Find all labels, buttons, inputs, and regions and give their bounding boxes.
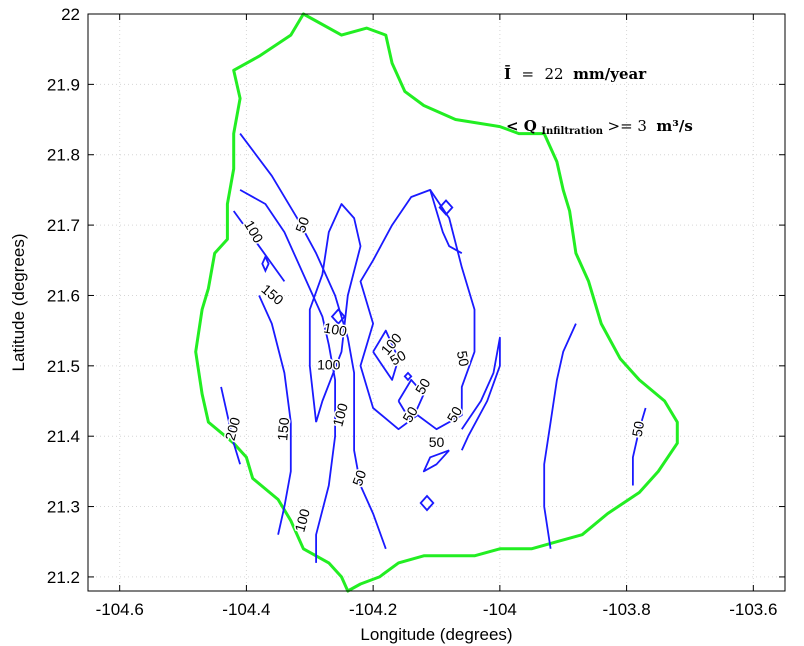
x-tick-label: -103.8 <box>602 600 650 619</box>
mean-infiltration-symbol: Ī <box>504 64 511 83</box>
contour-line <box>359 188 476 431</box>
contour-level-label: 200 <box>222 415 244 442</box>
contour-lines <box>220 133 647 563</box>
x-tick-label: -104.4 <box>222 600 270 619</box>
contour-level-label: 50 <box>429 434 445 450</box>
grid-lines <box>88 13 785 591</box>
discharge-subscript: Infiltration <box>541 126 603 137</box>
y-tick-label: 21.5 <box>47 357 80 376</box>
contour-line <box>397 378 425 424</box>
contour-closed-shape <box>330 308 346 325</box>
discharge-value: >= 3 <box>608 117 647 135</box>
contour-line <box>232 210 286 282</box>
contour-closed-shape <box>438 199 454 216</box>
mean-infiltration-unit: mm/year <box>573 65 647 83</box>
x-tick-label: -104 <box>483 600 517 619</box>
contour-level-label: 50 <box>629 420 647 438</box>
contour-level-label: 50 <box>292 214 312 234</box>
contour-level-label: 50 <box>412 375 434 397</box>
annotation-line-1: Ī = 22 mm/year <box>504 64 647 83</box>
y-tick-label: 21.3 <box>47 498 80 517</box>
contour-line <box>220 386 241 465</box>
contour-line <box>460 336 501 451</box>
contour-closed-shape <box>419 494 435 512</box>
x-tick-label: -103.6 <box>729 600 777 619</box>
contour-level-label: 50 <box>454 350 472 368</box>
y-tick-label: 21.6 <box>47 286 80 305</box>
contour-level-label: 100 <box>322 319 348 339</box>
contour-line <box>372 329 400 381</box>
plot-frame <box>87 13 786 592</box>
contour-level-label: 100 <box>317 357 341 373</box>
contour-closed-shape <box>261 254 270 273</box>
boundary-outline <box>194 12 679 593</box>
contour-line <box>429 189 463 254</box>
contour-line <box>239 133 387 550</box>
y-axis-label: Latitude (degrees) <box>9 234 28 372</box>
contour-level-label: 150 <box>274 417 292 442</box>
contour-level-label: 100 <box>329 401 351 428</box>
contour-line <box>422 449 450 473</box>
contour-level-label: 50 <box>349 468 369 488</box>
contour-line <box>258 295 292 535</box>
contour-level-label: 100 <box>241 217 267 245</box>
discharge-prefix: < Q <box>506 117 537 135</box>
contour-level-label: 100 <box>291 507 313 534</box>
y-tick-label: 21.4 <box>47 427 80 446</box>
y-tick-label: 21.2 <box>47 568 80 587</box>
watershed-boundary <box>194 12 679 593</box>
contour-line <box>308 203 362 423</box>
y-tick-label: 21.9 <box>47 75 80 94</box>
y-tick-label: 21.7 <box>47 216 80 235</box>
y-tick-label: 22 <box>61 5 80 24</box>
contour-line <box>239 189 337 563</box>
mean-infiltration-equals: = <box>521 65 534 83</box>
contour-line <box>543 323 577 549</box>
x-tick-label: -104.2 <box>349 600 397 619</box>
mean-infiltration-value: 22 <box>545 65 564 83</box>
annotation-line-2: < Q Infiltration >= 3 m³/s <box>506 117 693 138</box>
x-axis-label: Longitude (degrees) <box>360 625 512 644</box>
contour-labels: 200 1501501001001001001001005050505050505… <box>220 213 649 535</box>
annotation-box: Ī = 22 mm/year < Q Infiltration >= 3 m³/… <box>504 64 693 138</box>
contour-line <box>632 407 647 486</box>
axis-ticks: -104.6 -104.4 -104.2 -104 -103.8 -103.6 21.2 21… <box>47 5 785 619</box>
y-tick-label: 21.8 <box>47 146 80 165</box>
x-tick-label: -104.6 <box>96 600 144 619</box>
contour-closed-shape <box>403 371 413 382</box>
discharge-unit: m³/s <box>656 117 692 135</box>
